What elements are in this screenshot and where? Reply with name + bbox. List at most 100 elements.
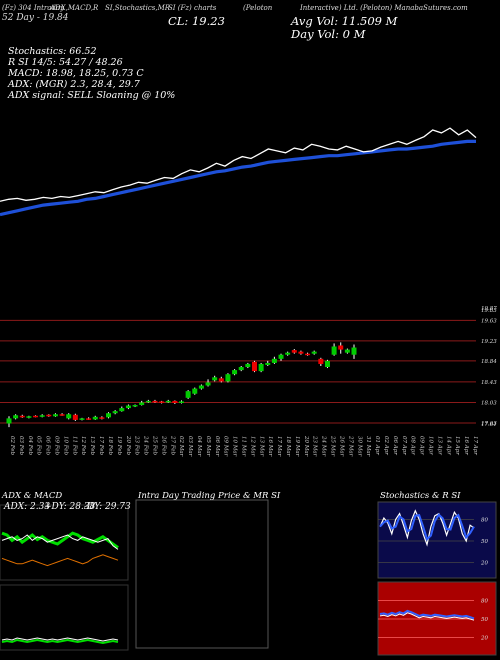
candle-body bbox=[344, 349, 350, 353]
date-tick-label: 25 Mar bbox=[330, 435, 336, 457]
candle-body bbox=[271, 358, 277, 363]
candle-body bbox=[72, 414, 78, 420]
plus-di-line bbox=[1, 531, 119, 549]
date-tick-label: 30 Mar bbox=[356, 436, 362, 457]
candle-body bbox=[52, 414, 58, 417]
avg-volume: Avg Vol: 11.509 M bbox=[291, 14, 398, 28]
candle-body bbox=[159, 401, 165, 403]
candle-body bbox=[185, 391, 191, 398]
candle-body bbox=[285, 352, 291, 355]
price-axis-label: 17.63 bbox=[481, 421, 497, 427]
candle-body bbox=[265, 362, 271, 365]
candle-body bbox=[324, 360, 330, 368]
stoch-level-label: 50 bbox=[481, 539, 488, 545]
day-volume: Day Vol: 0 M bbox=[291, 27, 366, 41]
rsi-line bbox=[379, 612, 475, 621]
candle-body bbox=[132, 405, 138, 407]
minus-di-value: -DY: 29.73 bbox=[84, 502, 131, 512]
date-tick-label: 18 Mar bbox=[285, 436, 291, 457]
price-axis-label: 18.84 bbox=[481, 359, 497, 365]
stochastics-k-line bbox=[379, 509, 475, 547]
prev-line: 52 Day - 19.84 bbox=[2, 13, 69, 23]
candle-body bbox=[172, 400, 178, 403]
date-tick-label: 12 Feb bbox=[80, 436, 86, 456]
date-tick-label: 04 Mar bbox=[196, 436, 202, 457]
intraday-panel-frame bbox=[135, 499, 269, 649]
candle-body bbox=[238, 367, 244, 371]
date-tick-label: 17 Feb bbox=[98, 436, 104, 456]
rsi-level-label: 80 bbox=[481, 598, 488, 604]
candle-body bbox=[318, 358, 324, 364]
date-tick-label: 13 Feb bbox=[89, 436, 95, 456]
date-tick-label: 17 Mar bbox=[276, 436, 282, 457]
candle-body bbox=[198, 385, 204, 389]
date-tick-label: 10 Feb bbox=[62, 436, 68, 456]
date-tick-label: 27 Feb bbox=[169, 435, 175, 456]
price-line bbox=[0, 127, 477, 202]
candle-body bbox=[13, 415, 19, 419]
date-tick-label: 07 Apr bbox=[401, 436, 407, 455]
adx-panel-title: ADX & MACD bbox=[2, 491, 63, 501]
stochastics-panel bbox=[377, 501, 497, 579]
candle-body bbox=[278, 354, 284, 359]
date-tick-label: 09 Feb bbox=[54, 436, 60, 456]
date-tick-label: 24 Feb bbox=[143, 435, 149, 456]
date-tick-label: 18 Feb bbox=[107, 436, 113, 456]
header-segment-5: (Peloton bbox=[243, 4, 273, 12]
date-tick-label: 09 Mar bbox=[223, 436, 229, 457]
date-tick-label: 05 Feb bbox=[36, 436, 42, 456]
date-tick-label: 13 Mar bbox=[258, 436, 264, 457]
date-tick-label: 09 Apr bbox=[419, 436, 425, 455]
date-tick-label: 19 Mar bbox=[294, 436, 300, 457]
stoch-level-label: 20 bbox=[480, 561, 488, 567]
date-tick-label: 03 Mar bbox=[187, 436, 193, 457]
date-tick-label: 06 Apr bbox=[392, 436, 398, 455]
candle-body bbox=[192, 388, 198, 394]
candle-body bbox=[251, 361, 257, 372]
candle-body bbox=[19, 415, 25, 418]
date-tick-label: 31 Mar bbox=[365, 436, 371, 457]
date-tick-label: 23 Mar bbox=[312, 435, 318, 457]
price-axis-label: 17.61 bbox=[481, 422, 497, 428]
rsi-level-label: 50 bbox=[481, 617, 488, 623]
header-segment-1: (Fz) 304 Intraday bbox=[2, 4, 65, 12]
stochastics-d-line bbox=[379, 513, 475, 542]
price-axis-label: 18.43 bbox=[481, 380, 497, 386]
candle-body bbox=[291, 350, 297, 353]
date-tick-label: 13 Apr bbox=[436, 436, 442, 455]
moving-average-line bbox=[0, 139, 476, 217]
candle-body bbox=[125, 405, 131, 409]
header-segment-6: Interactive) Ltd. (Peloton) ManabaSuture… bbox=[300, 4, 468, 12]
date-tick-label: 20 Mar bbox=[303, 435, 309, 457]
candle-body bbox=[86, 418, 92, 420]
candle-body bbox=[99, 417, 105, 419]
adx-signal: ADX signal: SELL Sloaning @ 10% bbox=[8, 90, 176, 101]
mrsi-line bbox=[379, 609, 475, 620]
intraday-panel-title: Intra Day Trading Price & MR SI bbox=[138, 491, 281, 501]
candle-body bbox=[232, 370, 238, 375]
date-tick-label: 17 Apr bbox=[472, 436, 478, 455]
candle-body bbox=[92, 416, 98, 420]
date-tick-label: 12 Mar bbox=[249, 436, 255, 457]
adx-readout: ADX: (MGR) 2.3, 28.4, 29.7 bbox=[8, 79, 140, 90]
date-tick-label: 14 Apr bbox=[445, 436, 451, 455]
date-tick-label: 15 Apr bbox=[454, 436, 460, 455]
candle-body bbox=[245, 363, 251, 368]
price-axis-label: 19.23 bbox=[481, 339, 497, 345]
date-tick-label: 23 Feb bbox=[134, 435, 140, 456]
close-line: CL: 19.23 bbox=[168, 14, 225, 28]
macd-readout: MACD: 18.98, 18.25, 0.73 C bbox=[8, 68, 144, 79]
date-tick-label: 26 Mar bbox=[338, 435, 344, 457]
date-tick-label: 03 Feb bbox=[18, 436, 24, 456]
header-segment-3: SI,Stochastics,MR bbox=[105, 4, 171, 12]
header-segment-4: SI (Fz) charts bbox=[168, 4, 217, 12]
date-tick-label: 02 Apr bbox=[383, 436, 389, 455]
plus-di-value: +DY: 28.38 bbox=[44, 502, 96, 512]
date-tick-label: 01 Apr bbox=[374, 436, 380, 455]
candle-body bbox=[225, 374, 231, 382]
candle-body bbox=[59, 414, 65, 416]
candle-body bbox=[106, 413, 112, 418]
date-tick-label: 16 Mar bbox=[267, 436, 273, 457]
price-axis-label: 18.03 bbox=[481, 400, 497, 406]
